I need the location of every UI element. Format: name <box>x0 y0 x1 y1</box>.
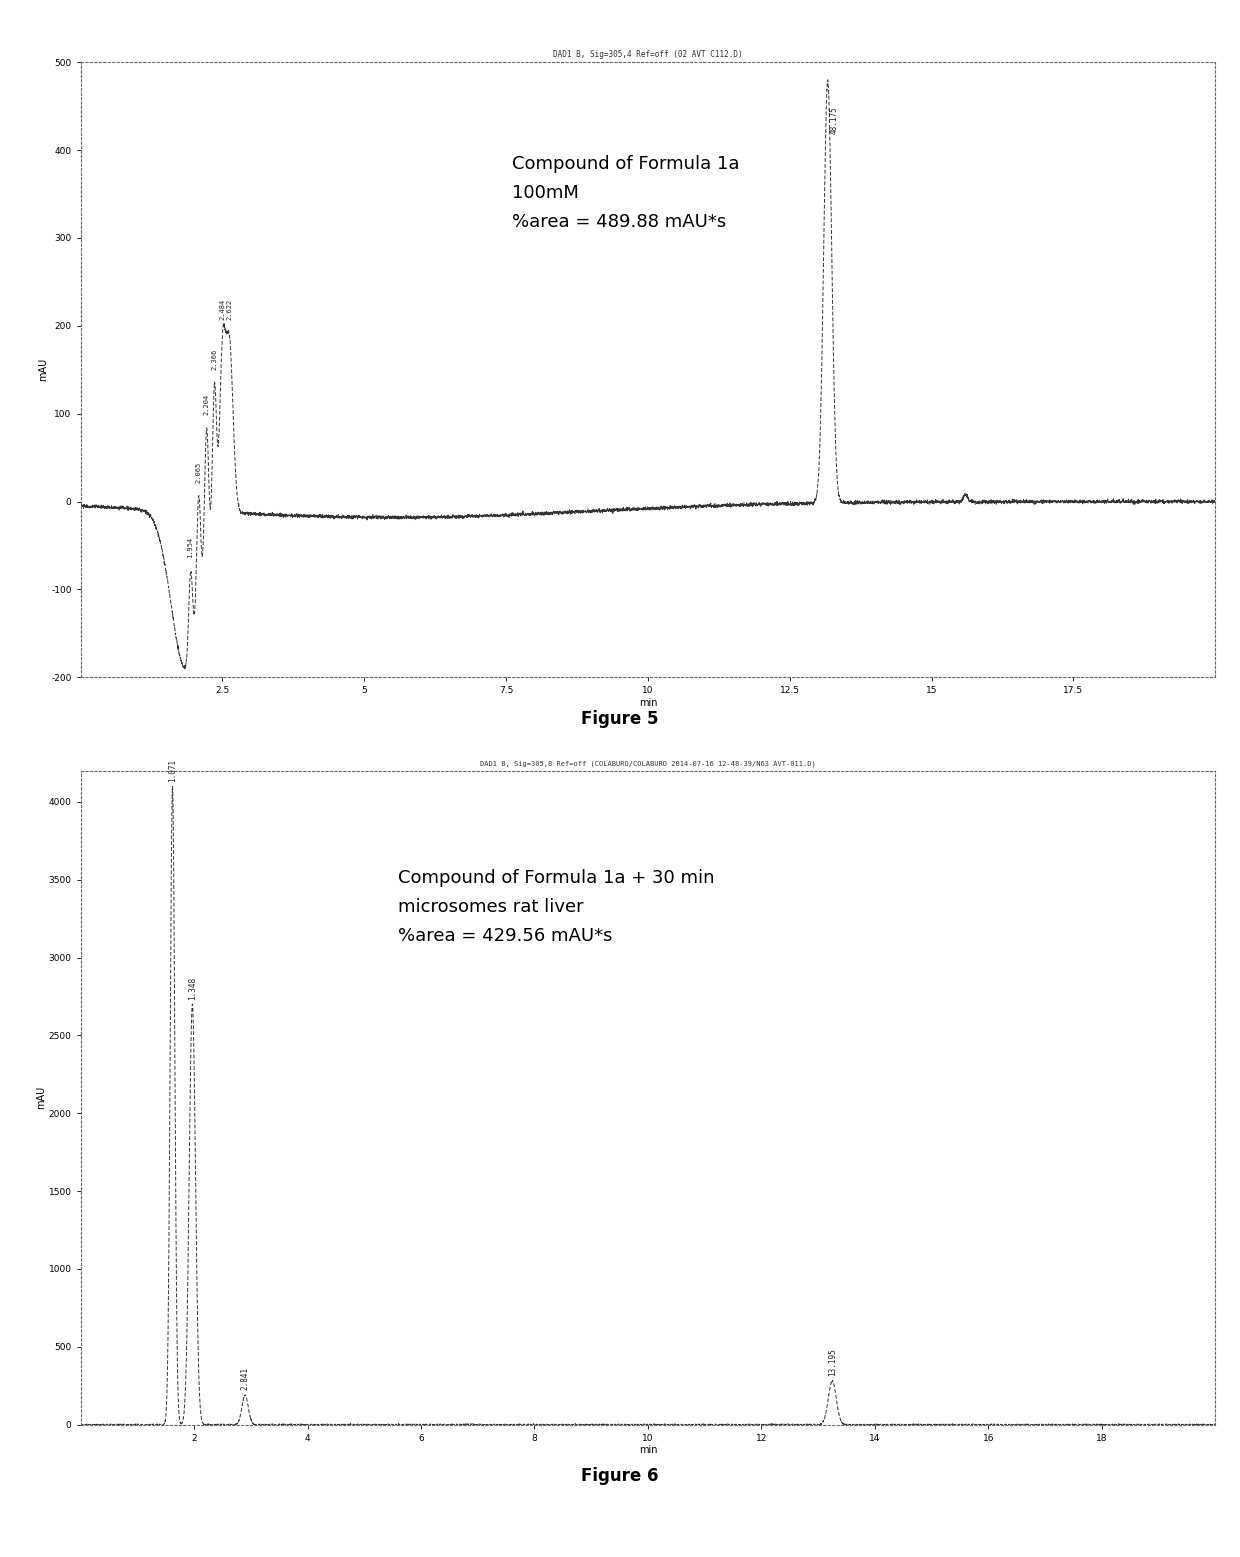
Y-axis label: mAU: mAU <box>36 1087 46 1109</box>
Y-axis label: mAU: mAU <box>38 358 48 381</box>
Text: 2.065: 2.065 <box>196 462 202 483</box>
Text: DAD1 B, Sig=305,4 Ref=off (02 AVT C112.D): DAD1 B, Sig=305,4 Ref=off (02 AVT C112.D… <box>553 50 743 59</box>
X-axis label: min: min <box>639 1445 657 1456</box>
Text: Compound of Formula 1a
100mM
%area = 489.88 mAU*s: Compound of Formula 1a 100mM %area = 489… <box>512 154 739 230</box>
Text: DAD1 B, Sig=305,8 Ref=off (COLABURO/COLABURO 2014-07-16 12-48-39/N63 AVT-011.D): DAD1 B, Sig=305,8 Ref=off (COLABURO/COLA… <box>480 761 816 768</box>
Text: 1.954: 1.954 <box>187 537 193 559</box>
Text: 2.841: 2.841 <box>241 1367 249 1390</box>
Text: 1.071: 1.071 <box>167 758 177 782</box>
Text: Figure 5: Figure 5 <box>582 710 658 729</box>
Text: 13.195: 13.195 <box>828 1348 837 1376</box>
Text: 2.484: 2.484 <box>219 299 226 321</box>
Text: 2.204: 2.204 <box>203 394 210 414</box>
Text: 1.348: 1.348 <box>187 976 197 1000</box>
Text: 2.366: 2.366 <box>212 349 217 369</box>
Text: Compound of Formula 1a + 30 min
microsomes rat liver
%area = 429.56 mAU*s: Compound of Formula 1a + 30 min microsom… <box>398 869 714 945</box>
Text: 48.175: 48.175 <box>830 106 839 134</box>
Text: 2.622: 2.622 <box>227 299 232 321</box>
Text: Figure 6: Figure 6 <box>582 1467 658 1485</box>
X-axis label: min: min <box>639 698 657 708</box>
